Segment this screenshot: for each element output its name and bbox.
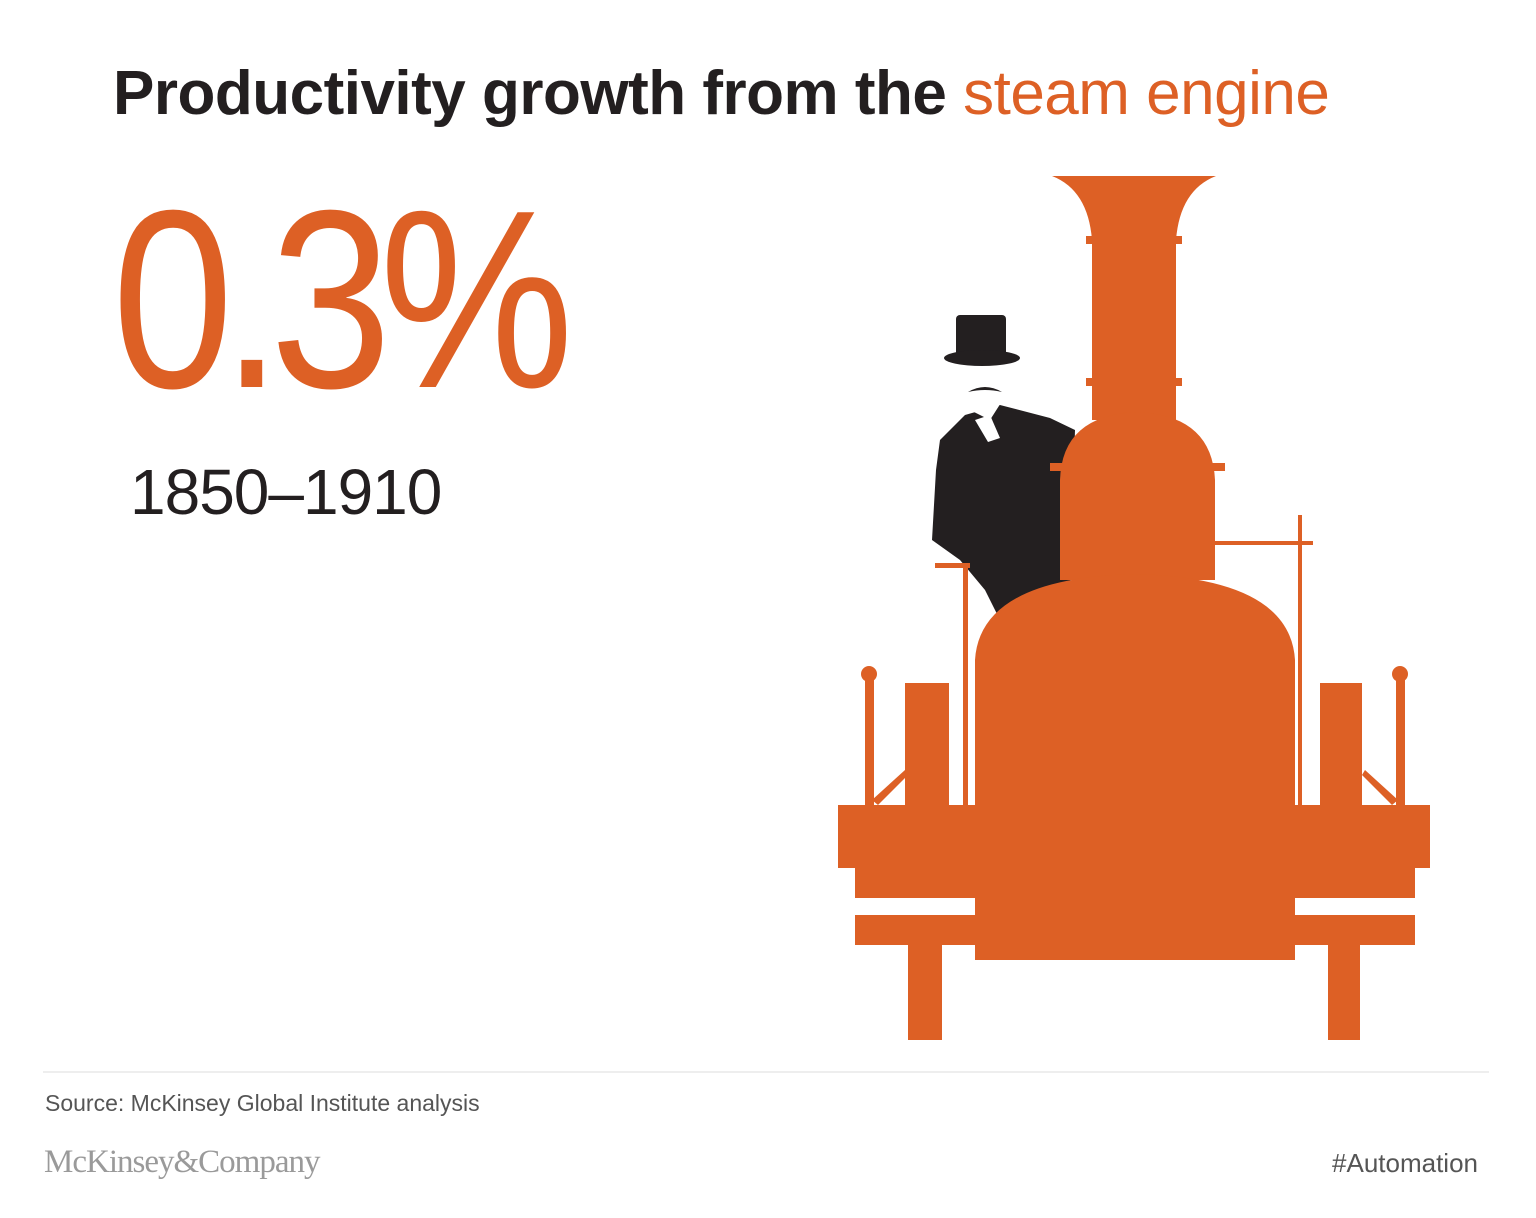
locomotive-body: [838, 176, 1430, 1040]
title-prefix: Productivity growth from the: [113, 59, 964, 128]
productivity-stat: 0.3%: [112, 157, 574, 441]
stat-period: 1850–1910: [130, 456, 442, 528]
source-note: Source: McKinsey Global Institute analys…: [45, 1090, 480, 1116]
footer-divider: [43, 1071, 1489, 1073]
hashtag: #Automation: [1332, 1148, 1478, 1178]
page-title: Productivity growth from the steam engin…: [113, 58, 1330, 129]
company-logo: McKinsey&Company: [44, 1144, 320, 1180]
title-highlight: steam engine: [963, 59, 1330, 128]
